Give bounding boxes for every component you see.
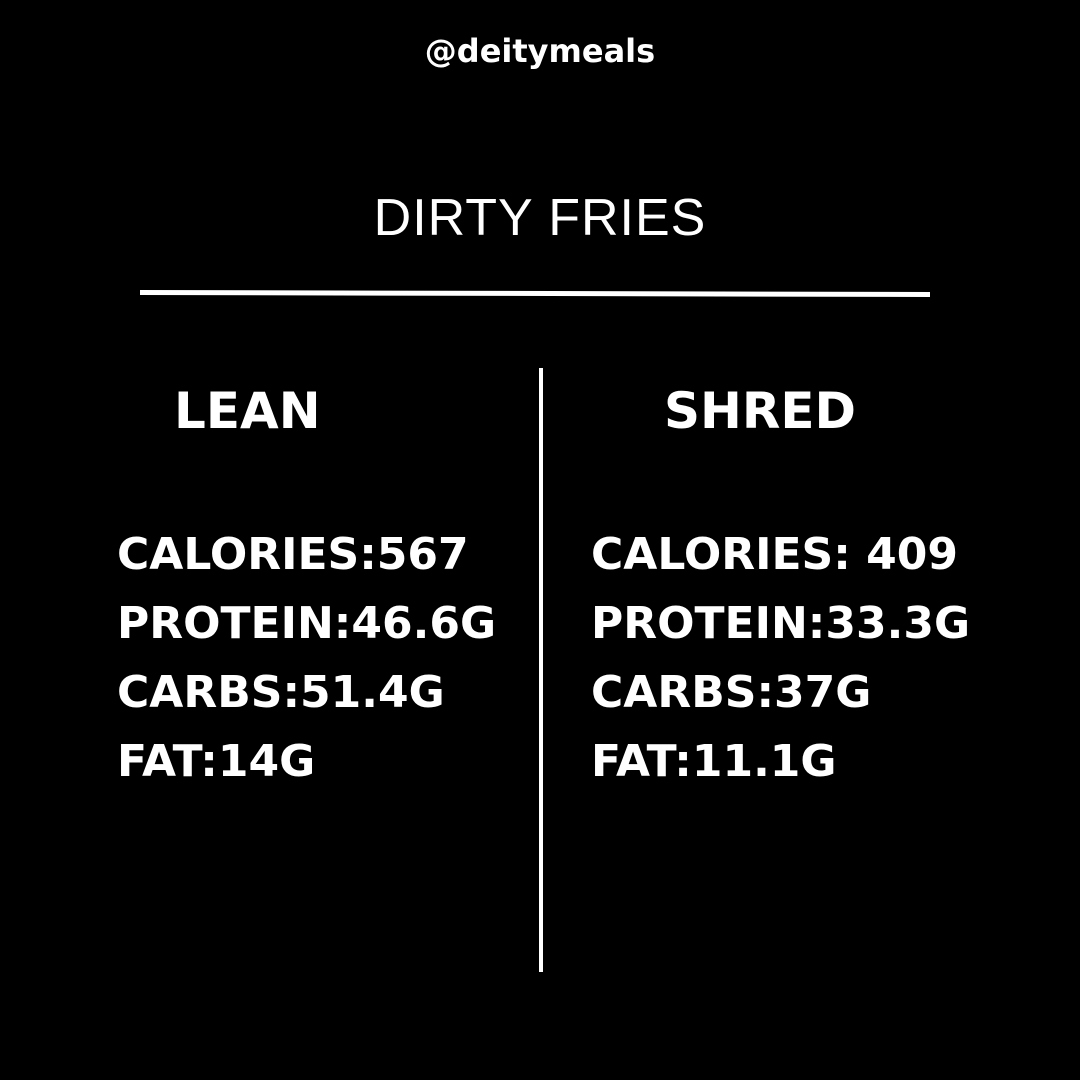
shred-fat: FAT:11.1G: [591, 736, 837, 787]
column-divider: [539, 368, 543, 972]
lean-carbs: CARBS:51.4G: [117, 667, 445, 718]
shred-calories: CALORIES: 409: [591, 529, 958, 580]
lean-heading: LEAN: [174, 382, 321, 440]
lean-stats: CALORIES:567 PROTEIN:46.6G CARBS:51.4G F…: [117, 520, 496, 796]
shred-protein: PROTEIN:33.3G: [591, 598, 971, 649]
brand-handle: @deitymeals: [424, 32, 656, 70]
shred-carbs: CARBS:37G: [591, 667, 872, 718]
page-title: DIRTY FRIES: [373, 189, 707, 247]
shred-heading: SHRED: [664, 382, 857, 440]
shred-stats: CALORIES: 409 PROTEIN:33.3G CARBS:37G FA…: [591, 520, 970, 796]
lean-calories: CALORIES:567: [117, 529, 469, 580]
lean-fat: FAT:14G: [117, 736, 316, 787]
title-divider: [139, 289, 931, 298]
lean-protein: PROTEIN:46.6G: [117, 598, 497, 649]
